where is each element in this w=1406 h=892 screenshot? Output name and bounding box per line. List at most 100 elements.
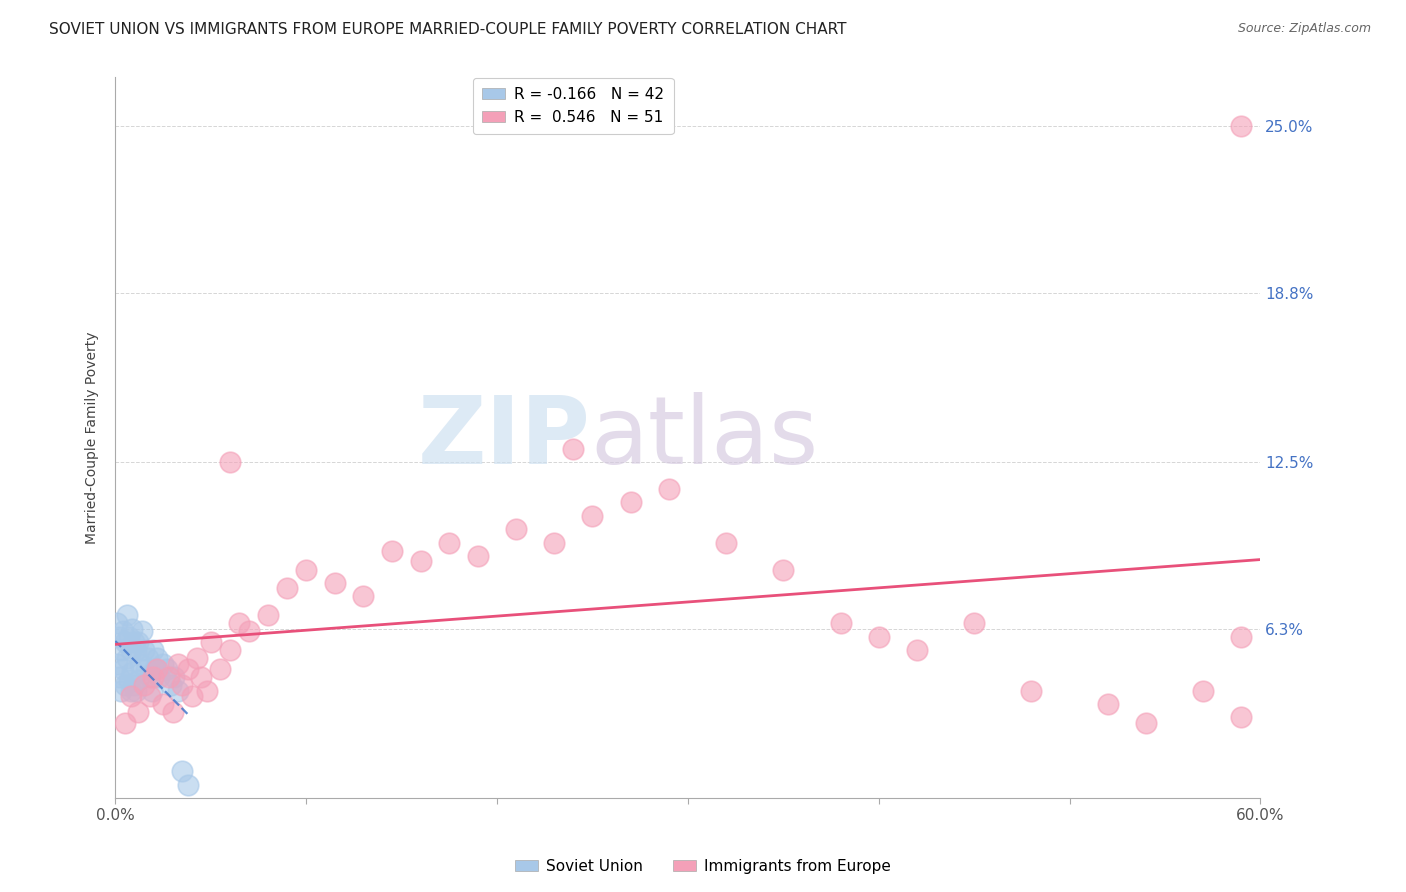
Point bbox=[138, 689, 160, 703]
Point bbox=[142, 670, 165, 684]
Point bbox=[110, 683, 132, 698]
Point bbox=[108, 670, 131, 684]
Point bbox=[1021, 683, 1043, 698]
Point bbox=[167, 683, 190, 698]
Legend: Soviet Union, Immigrants from Europe: Soviet Union, Immigrants from Europe bbox=[509, 853, 897, 880]
Point bbox=[228, 616, 250, 631]
Point bbox=[110, 643, 132, 657]
Point bbox=[170, 764, 193, 779]
Point bbox=[543, 535, 565, 549]
Point bbox=[1097, 697, 1119, 711]
Point bbox=[658, 482, 681, 496]
Point bbox=[114, 678, 136, 692]
Text: ZIP: ZIP bbox=[418, 392, 591, 483]
Point bbox=[714, 535, 737, 549]
Point bbox=[120, 683, 142, 698]
Point bbox=[352, 590, 374, 604]
Point bbox=[505, 522, 527, 536]
Point bbox=[218, 643, 240, 657]
Point bbox=[177, 662, 200, 676]
Point bbox=[772, 562, 794, 576]
Legend: R = -0.166   N = 42, R =  0.546   N = 51: R = -0.166 N = 42, R = 0.546 N = 51 bbox=[474, 78, 673, 134]
Point bbox=[142, 643, 165, 657]
Point bbox=[115, 651, 138, 665]
Point bbox=[105, 616, 128, 631]
Y-axis label: Married-Couple Family Poverty: Married-Couple Family Poverty bbox=[86, 332, 100, 544]
Point bbox=[381, 543, 404, 558]
Point bbox=[121, 665, 143, 679]
Point bbox=[467, 549, 489, 563]
Point bbox=[136, 651, 159, 665]
Point bbox=[167, 657, 190, 671]
Point bbox=[131, 624, 153, 639]
Point bbox=[152, 697, 174, 711]
Point bbox=[108, 630, 131, 644]
Point bbox=[127, 635, 149, 649]
Point bbox=[868, 630, 890, 644]
Point bbox=[117, 630, 139, 644]
Point bbox=[132, 678, 155, 692]
Point bbox=[905, 643, 928, 657]
Point bbox=[157, 670, 180, 684]
Point bbox=[156, 662, 179, 676]
Point bbox=[120, 643, 142, 657]
Point bbox=[125, 643, 148, 657]
Point bbox=[190, 670, 212, 684]
Point bbox=[132, 643, 155, 657]
Point bbox=[1192, 683, 1215, 698]
Point bbox=[129, 657, 152, 671]
Point bbox=[1230, 630, 1253, 644]
Point bbox=[170, 678, 193, 692]
Point bbox=[162, 705, 184, 719]
Point bbox=[141, 683, 163, 698]
Point bbox=[117, 673, 139, 687]
Point bbox=[620, 495, 643, 509]
Point bbox=[146, 651, 169, 665]
Point bbox=[257, 608, 280, 623]
Point bbox=[963, 616, 986, 631]
Point bbox=[125, 683, 148, 698]
Point bbox=[138, 670, 160, 684]
Text: atlas: atlas bbox=[591, 392, 818, 483]
Point bbox=[124, 635, 146, 649]
Point bbox=[143, 662, 166, 676]
Point bbox=[105, 657, 128, 671]
Point bbox=[276, 582, 298, 596]
Point bbox=[562, 442, 585, 456]
Text: SOVIET UNION VS IMMIGRANTS FROM EUROPE MARRIED-COUPLE FAMILY POVERTY CORRELATION: SOVIET UNION VS IMMIGRANTS FROM EUROPE M… bbox=[49, 22, 846, 37]
Point bbox=[152, 657, 174, 671]
Point bbox=[323, 576, 346, 591]
Point bbox=[1135, 715, 1157, 730]
Point bbox=[1230, 710, 1253, 724]
Point bbox=[1230, 119, 1253, 133]
Point bbox=[163, 670, 186, 684]
Point bbox=[115, 608, 138, 623]
Point bbox=[295, 562, 318, 576]
Point bbox=[238, 624, 260, 639]
Point bbox=[111, 662, 134, 676]
Text: Source: ZipAtlas.com: Source: ZipAtlas.com bbox=[1237, 22, 1371, 36]
Point bbox=[127, 673, 149, 687]
Point bbox=[127, 705, 149, 719]
Point bbox=[114, 715, 136, 730]
Point bbox=[135, 662, 157, 676]
Point bbox=[120, 689, 142, 703]
Point bbox=[195, 683, 218, 698]
Point bbox=[200, 635, 222, 649]
Point bbox=[121, 622, 143, 636]
Point bbox=[218, 455, 240, 469]
Point bbox=[581, 508, 603, 523]
Point bbox=[148, 670, 170, 684]
Point bbox=[186, 651, 208, 665]
Point bbox=[439, 535, 461, 549]
Point bbox=[114, 635, 136, 649]
Point bbox=[177, 778, 200, 792]
Point bbox=[146, 662, 169, 676]
Point bbox=[159, 678, 181, 692]
Point bbox=[409, 554, 432, 568]
Point bbox=[124, 678, 146, 692]
Point bbox=[180, 689, 202, 703]
Point bbox=[830, 616, 852, 631]
Point bbox=[111, 624, 134, 639]
Point bbox=[209, 662, 232, 676]
